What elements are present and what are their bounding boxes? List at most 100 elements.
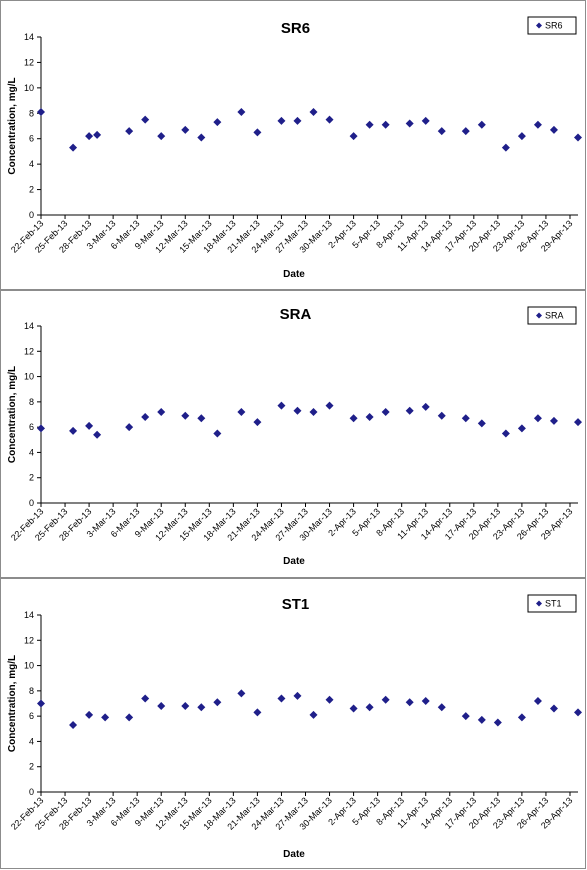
y-tick-label: 2 — [29, 762, 34, 772]
data-point — [574, 708, 582, 717]
data-point — [365, 120, 374, 129]
data-point — [141, 413, 150, 422]
y-tick-label: 0 — [29, 787, 34, 797]
data-point — [181, 125, 190, 134]
legend-label: ST1 — [545, 599, 562, 609]
data-point — [93, 130, 102, 139]
data-point — [141, 694, 150, 703]
data-point — [69, 720, 78, 729]
data-point — [69, 426, 78, 435]
data-point — [461, 127, 470, 136]
data-point — [437, 703, 446, 712]
data-point — [405, 406, 414, 415]
y-tick-label: 14 — [24, 610, 34, 620]
y-tick-label: 8 — [29, 108, 34, 118]
y-tick-label: 2 — [29, 185, 34, 195]
data-point — [381, 120, 390, 129]
data-point — [277, 401, 286, 410]
data-point — [125, 127, 134, 136]
data-point — [37, 108, 45, 117]
data-point — [197, 703, 206, 712]
data-point — [309, 710, 318, 719]
data-point — [253, 128, 262, 137]
data-point — [213, 429, 222, 438]
legend: SR6 — [527, 16, 577, 35]
chart-panel-3: ST1 0 2 4 6 8 10 12 14 22-Feb-13 25-Feb-13 28-Feb-1… — [0, 578, 586, 869]
y-tick-label: 10 — [24, 661, 34, 671]
y-tick-label: 8 — [29, 397, 34, 407]
y-tick-label: 10 — [24, 372, 34, 382]
data-point — [349, 704, 358, 713]
y-tick-label: 10 — [24, 83, 34, 93]
y-tick-label: 2 — [29, 473, 34, 483]
legend: SRA — [527, 306, 577, 325]
data-point — [237, 108, 246, 117]
data-point — [213, 698, 222, 707]
data-point — [237, 689, 246, 698]
data-point — [365, 703, 374, 712]
y-tick-label: 12 — [24, 635, 34, 645]
data-point — [37, 424, 45, 433]
data-point — [517, 713, 526, 722]
chart-svg-1: SR60246810121422-Feb-1325-Feb-1328-Feb-1… — [7, 16, 582, 280]
y-tick-label: 14 — [24, 321, 34, 331]
legend-box — [527, 594, 577, 613]
data-point — [181, 411, 190, 420]
data-point — [85, 132, 94, 141]
legend: ST1 — [527, 594, 577, 613]
data-point — [421, 696, 430, 705]
data-point — [365, 413, 374, 422]
legend-marker — [536, 312, 542, 319]
data-point — [517, 132, 526, 141]
data-point — [477, 715, 486, 724]
y-tick-label: 0 — [29, 498, 34, 508]
legend-box — [527, 16, 577, 35]
data-point — [213, 118, 222, 127]
y-tick-label: 4 — [29, 447, 34, 457]
chart-svg-2: SRA0246810121422-Feb-1325-Feb-1328-Feb-1… — [7, 306, 582, 567]
data-point — [277, 694, 286, 703]
data-point — [293, 406, 302, 415]
legend-marker — [536, 600, 542, 607]
legend-box — [527, 306, 577, 325]
chart-svg-3: ST10246810121422-Feb-1325-Feb-1328-Feb-1… — [7, 594, 582, 860]
data-point — [461, 414, 470, 423]
data-point — [141, 115, 150, 124]
legend-label: SRA — [545, 311, 564, 321]
y-tick-label: 4 — [29, 159, 34, 169]
x-axis-label: Date — [283, 849, 305, 860]
legend-label: SR6 — [545, 21, 563, 31]
y-axis-label: Concentration, mg/L — [7, 655, 18, 752]
data-point — [197, 414, 206, 423]
data-point — [421, 116, 430, 125]
data-point — [461, 712, 470, 721]
y-tick-label: 12 — [24, 57, 34, 67]
data-point — [533, 696, 542, 705]
y-tick-label: 0 — [29, 210, 34, 220]
data-point — [157, 407, 166, 416]
x-axis-label: Date — [283, 556, 305, 567]
chart-panel-1: SR6 0 2 4 6 8 10 12 14 22-Feb-13 25-Feb-13 28-Feb-1… — [0, 0, 586, 290]
data-point — [501, 143, 510, 152]
data-point — [293, 116, 302, 125]
data-point — [549, 704, 558, 713]
y-tick-label: 6 — [29, 422, 34, 432]
data-point — [69, 143, 78, 152]
y-tick-label: 14 — [24, 32, 34, 42]
data-point — [349, 414, 358, 423]
data-point — [293, 691, 302, 700]
data-point — [309, 407, 318, 416]
chart-title: SR6 — [281, 20, 310, 37]
data-point — [277, 116, 286, 125]
data-point — [309, 108, 318, 117]
data-point — [181, 702, 190, 711]
data-point — [437, 127, 446, 136]
y-tick-label: 6 — [29, 134, 34, 144]
data-point — [93, 430, 102, 439]
data-point — [421, 402, 430, 411]
chart-title: ST1 — [282, 596, 310, 613]
data-point — [574, 418, 582, 427]
data-point — [533, 414, 542, 423]
data-point — [37, 699, 45, 708]
data-point — [157, 132, 166, 141]
